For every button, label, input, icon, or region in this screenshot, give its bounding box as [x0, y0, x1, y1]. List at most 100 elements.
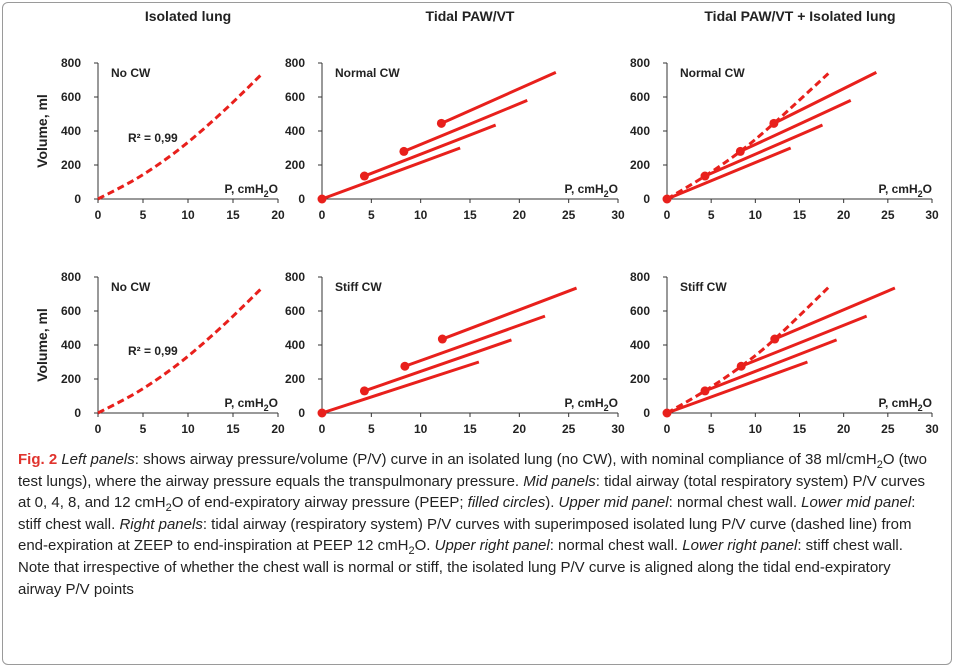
peep-point-1	[317, 194, 327, 204]
x-tick-label: 10	[181, 422, 195, 436]
x-tick-label: 25	[562, 208, 576, 222]
peep-point-2	[359, 171, 369, 181]
figure-caption: Fig. 2 Left panels: shows airway pressur…	[18, 449, 938, 600]
peep-point-2	[359, 386, 369, 396]
tidal-pv-line-2	[363, 338, 512, 393]
peep-point-2	[700, 171, 710, 181]
caption-emphasis: Lower right panel	[682, 537, 798, 555]
x-tick-label: 15	[226, 208, 240, 222]
caption-body: Left panels: shows airway pressure/volum…	[18, 451, 927, 598]
isolated-lung-curve-5	[666, 286, 830, 415]
panel-label: No CW	[111, 280, 151, 294]
caption-text: : shows airway pressure/volume (P/V) cur…	[134, 451, 877, 468]
caption-text: : normal chest wall.	[668, 494, 802, 512]
caption-text: O.	[414, 537, 435, 555]
x-tick-label: 10	[749, 208, 763, 222]
x-tick-label: 15	[226, 422, 240, 436]
column-title-3: Tidal PAW/VT + Isolated lung	[704, 8, 895, 24]
tidal-pv-line-3	[403, 99, 528, 153]
y-axis-label-bottom: Volume, ml	[34, 308, 50, 382]
y-tick-label: 0	[643, 192, 650, 206]
peep-point-4	[770, 334, 780, 344]
y-tick-label: 800	[630, 56, 650, 70]
x-tick-label: 10	[414, 422, 428, 436]
caption-text: : stiff chest wall.	[18, 494, 916, 533]
tidal-pv-line-3	[404, 314, 546, 368]
peep-point-3	[735, 146, 745, 156]
x-tick-label: 5	[368, 208, 375, 222]
x-tick-label: 25	[881, 422, 895, 436]
tidal-pv-line-1	[321, 360, 480, 415]
caption-emphasis: Left panels	[61, 451, 135, 468]
chart-grid: Isolated lung Tidal PAW/VT Tidal PAW/VT + …	[34, 8, 939, 436]
y-tick-label: 200	[61, 158, 81, 172]
tidal-pv-line-4	[440, 70, 557, 125]
peep-point-1	[662, 194, 672, 204]
panel-top-left: 0 200 400 600 800 0 5 10 15 20 No CW P, cmH2O R² = 0…	[61, 56, 285, 222]
caption-subscript: 2	[165, 502, 172, 515]
caption-emphasis: Upper mid panel	[558, 494, 669, 512]
caption-text: O (two test lungs), where the airway pre…	[18, 451, 927, 490]
peep-point-4	[769, 118, 779, 128]
caption-text: : tidal airway (total respiratory system…	[18, 472, 926, 512]
tidal-pv-line-3	[740, 314, 868, 368]
x-tick-label: 30	[611, 422, 625, 436]
panel-top-right: 0 200 400 600 800 0 5 10 15 20 25 30 Normal CW P, cmH…	[630, 56, 939, 222]
x-axis-label: P, cmH2O	[879, 182, 933, 199]
x-tick-label: 30	[925, 422, 939, 436]
panel-label: Stiff CW	[335, 280, 382, 294]
x-tick-label: 0	[95, 208, 102, 222]
x-axis-label: P, cmH2O	[565, 182, 619, 199]
x-tick-label: 25	[562, 422, 576, 436]
x-tick-label: 5	[140, 208, 147, 222]
y-axis-label-top: Volume, ml	[34, 94, 50, 168]
x-tick-label: 15	[793, 208, 807, 222]
y-tick-label: 800	[285, 270, 305, 284]
x-axis-label: P, cmH2O	[225, 182, 279, 199]
caption-subscript: 2	[876, 459, 883, 471]
peep-point-3	[400, 361, 410, 371]
y-tick-label: 600	[61, 90, 81, 104]
caption-text: O of end-expiratory airway pressure (PEE…	[171, 494, 468, 512]
panel-label: Normal CW	[680, 66, 745, 80]
y-tick-label: 400	[285, 124, 305, 138]
peep-point-4	[437, 334, 447, 344]
tidal-pv-line-4	[441, 286, 578, 341]
x-tick-label: 20	[271, 208, 285, 222]
y-tick-label: 200	[630, 372, 650, 386]
y-tick-label: 400	[630, 338, 650, 352]
peep-point-4	[436, 118, 446, 128]
x-tick-label: 0	[319, 422, 326, 436]
column-title-1: Isolated lung	[145, 8, 231, 24]
y-tick-label: 0	[74, 192, 81, 206]
r-squared-annotation: R² = 0,99	[128, 131, 178, 145]
x-tick-label: 0	[319, 208, 326, 222]
panel-label: No CW	[111, 66, 151, 80]
y-tick-label: 800	[61, 56, 81, 70]
caption-subscript: 2	[408, 545, 415, 558]
isolated-lung-curve-1	[97, 286, 264, 415]
y-tick-label: 800	[285, 56, 305, 70]
caption-text: : stiff chest wall. Note that irrespecti…	[18, 537, 903, 598]
x-tick-label: 5	[708, 422, 715, 436]
caption-emphasis: Upper right panel	[434, 537, 550, 555]
x-tick-label: 5	[368, 422, 375, 436]
x-tick-label: 5	[708, 208, 715, 222]
caption-emphasis: filled circles	[467, 494, 546, 512]
tidal-pv-line-2	[363, 123, 497, 178]
figure-number: Fig. 2	[18, 451, 58, 468]
tidal-pv-line-3	[739, 99, 852, 153]
tidal-pv-line-2	[704, 338, 838, 393]
isolated-lung-curve-1	[97, 72, 264, 201]
x-tick-label: 20	[513, 208, 527, 222]
caption-text: ).	[545, 494, 559, 512]
tidal-pv-line-2	[704, 123, 824, 178]
x-tick-label: 30	[925, 208, 939, 222]
x-tick-label: 5	[140, 422, 147, 436]
y-tick-label: 800	[61, 270, 81, 284]
y-tick-label: 400	[61, 338, 81, 352]
y-tick-label: 0	[298, 192, 305, 206]
y-tick-label: 400	[61, 124, 81, 138]
y-tick-label: 0	[298, 406, 305, 420]
y-tick-label: 600	[285, 304, 305, 318]
